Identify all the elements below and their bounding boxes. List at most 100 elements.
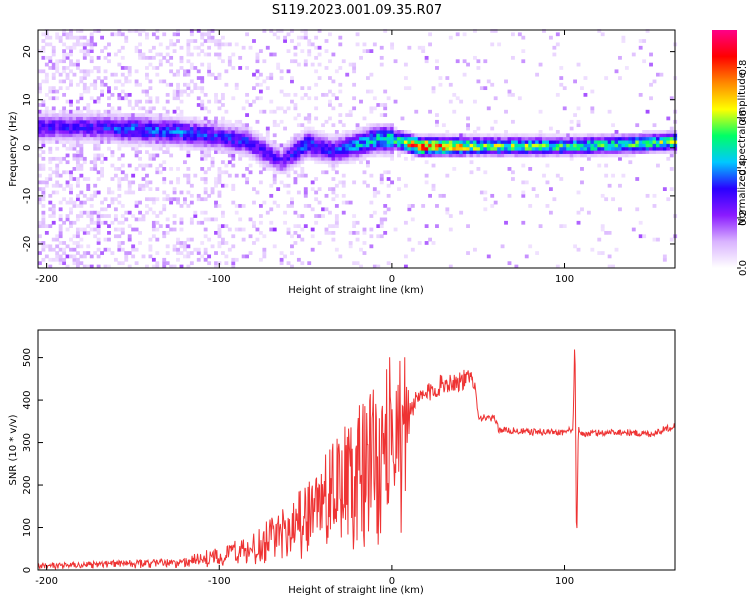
spectrogram-cell	[48, 123, 53, 128]
spectrogram-cell	[293, 153, 298, 158]
spectrogram-cell	[659, 133, 664, 138]
spectrogram-cell	[490, 29, 495, 33]
spectrogram-cell	[65, 113, 70, 117]
spectrogram-cell	[58, 160, 63, 165]
spectrogram-cell	[265, 210, 270, 215]
spectrogram-cell	[93, 146, 98, 151]
spectrogram-cell	[555, 143, 560, 148]
spectrogram-cell	[79, 109, 84, 114]
spectrogram-cell	[359, 247, 363, 252]
spectrogram-cell	[521, 133, 526, 138]
spectrogram-cell	[279, 76, 284, 80]
spectrogram-cell	[407, 207, 412, 212]
spectrogram-cell	[158, 59, 163, 64]
spectrogram-cell	[89, 214, 94, 218]
spectrogram-cell	[300, 153, 305, 158]
spectrogram-cell	[290, 136, 294, 141]
spectrogram-cell	[618, 136, 622, 141]
spectrogram-cell	[428, 150, 432, 154]
spectrogram-cell	[62, 261, 67, 266]
spectrogram-cell	[220, 96, 225, 101]
spectrogram-cell	[459, 99, 464, 104]
spectrogram-cell	[407, 146, 412, 151]
spectrogram-cell	[580, 86, 584, 91]
spectrogram-cell	[597, 237, 602, 242]
spectrogram-cell	[310, 180, 315, 185]
spectrogram-cell	[217, 244, 222, 249]
spectrogram-cell	[511, 32, 515, 37]
spectrogram-cell	[600, 150, 605, 154]
spectrogram-cell	[348, 140, 353, 144]
spectrogram-cell	[51, 76, 56, 80]
spectrogram-cell	[214, 130, 218, 134]
spectrogram-cell	[490, 136, 495, 141]
spectrogram-cell	[352, 156, 357, 161]
spectrogram-cell	[138, 49, 142, 53]
spectrogram-cell	[397, 153, 401, 158]
spectrogram-cell	[48, 207, 53, 212]
spectrogram-cell	[96, 126, 101, 131]
spectrogram-cell	[55, 62, 60, 67]
spectrogram-cell	[303, 150, 308, 154]
spectrogram-cell	[145, 130, 149, 134]
spectrogram-cell	[93, 190, 98, 195]
spectrogram-cell	[100, 113, 104, 117]
spectrogram-cell	[176, 72, 180, 77]
spectrogram-cell	[535, 150, 540, 154]
spectrogram-cell	[227, 227, 232, 232]
spectrogram-cell	[138, 130, 142, 134]
spectrogram-cell	[214, 39, 218, 43]
spectrogram-cell	[479, 150, 484, 154]
spectrogram-cell	[538, 224, 543, 229]
spectrogram-cell	[51, 106, 56, 111]
spectrogram-cell	[145, 136, 149, 141]
spectrogram-cell	[276, 35, 281, 40]
spectrogram-cell	[227, 247, 232, 252]
spectrogram-cell	[445, 76, 450, 80]
spectrogram-cell	[214, 136, 218, 141]
spectrogram-cell	[448, 133, 453, 138]
spectrogram-cell	[645, 146, 650, 151]
spectrogram-cell	[48, 109, 53, 114]
spectrogram-cell	[65, 32, 70, 37]
spectrogram-cell	[69, 143, 73, 148]
spectrogram-cell	[597, 251, 602, 255]
spectrogram-cell	[642, 150, 647, 154]
spectrogram-cell	[141, 130, 146, 134]
spectrogram-cell	[338, 153, 343, 158]
spectrogram-cell	[303, 136, 308, 141]
spectrogram-cell	[493, 143, 498, 148]
spectrogram-cell	[286, 140, 291, 144]
spectrogram-cell	[131, 130, 136, 134]
spectrogram-cell	[165, 82, 170, 87]
spectrogram-cell	[504, 140, 508, 144]
spectrogram-cell	[652, 193, 657, 198]
spectrogram-cell	[38, 133, 42, 138]
spectrogram-cell	[82, 160, 87, 165]
figure-title: S119.2023.001.09.35.R07	[272, 3, 442, 18]
spectrogram-cell	[72, 261, 77, 266]
spectrogram-cell	[69, 109, 73, 114]
spectrogram-cell	[41, 140, 46, 144]
spectrogram-cell	[89, 69, 94, 74]
spectrogram-cell	[75, 234, 80, 239]
spectrogram-cell	[638, 45, 643, 50]
spectrogram-cell	[258, 146, 263, 151]
spectrogram-cell	[165, 92, 170, 97]
spectrogram-cell	[593, 143, 598, 148]
spectrogram-cell	[120, 214, 125, 218]
spectrogram-cell	[338, 143, 343, 148]
spectrogram-cell	[379, 126, 384, 131]
spectrogram-cell	[55, 35, 60, 40]
spectrogram-cell	[172, 130, 177, 134]
spectrogram-cell	[341, 59, 346, 64]
spectrogram-cell	[200, 86, 205, 91]
spectrogram-cell	[417, 150, 422, 154]
spectrogram-cell	[203, 251, 208, 255]
spectrogram-cell	[189, 140, 194, 144]
spectrogram-cell	[276, 123, 281, 128]
spectrogram-cell	[196, 197, 201, 202]
spectrogram-cell	[296, 140, 301, 144]
spectrogram-cell	[435, 143, 439, 148]
spectrogram-cell	[69, 103, 73, 107]
